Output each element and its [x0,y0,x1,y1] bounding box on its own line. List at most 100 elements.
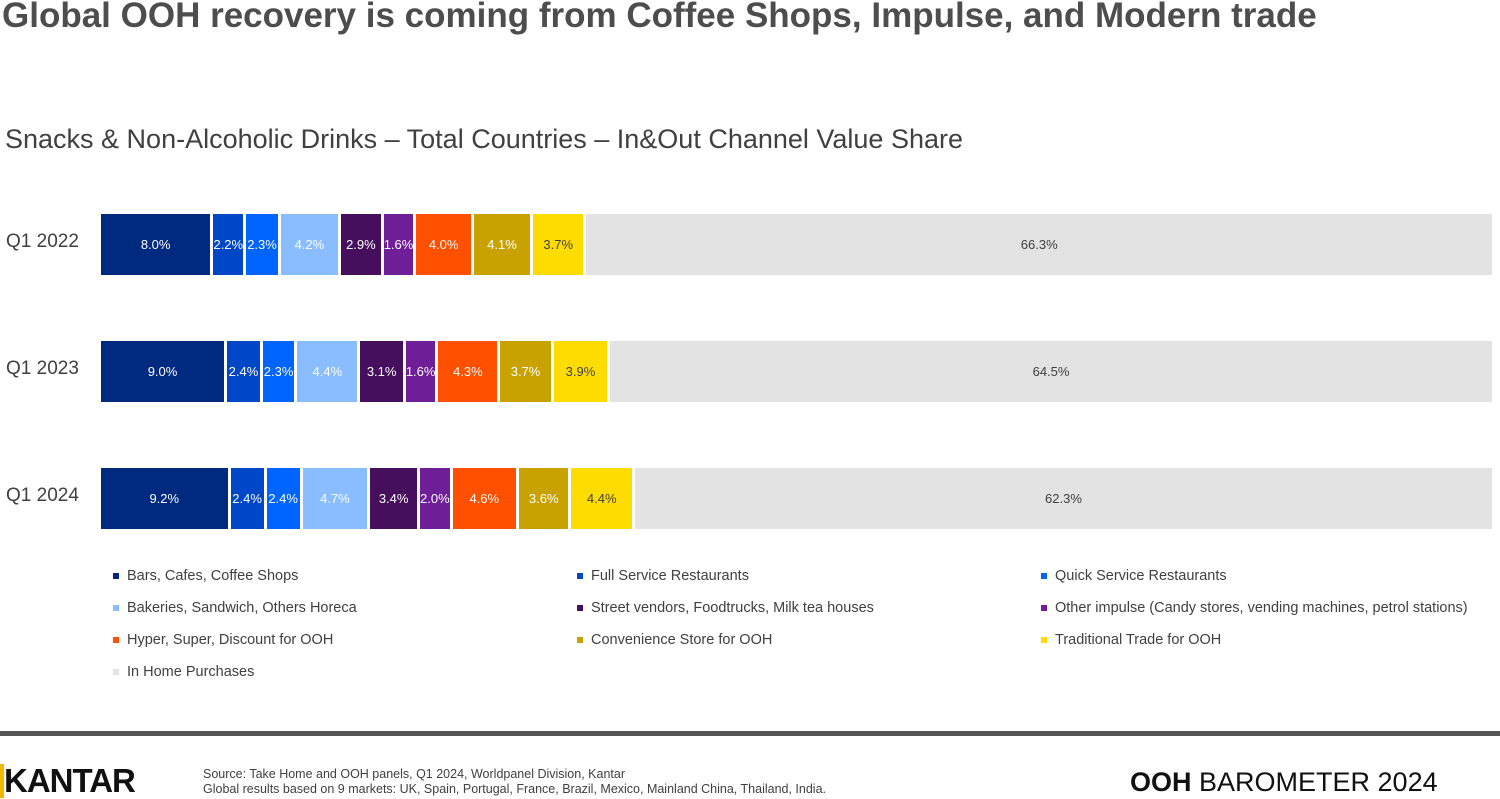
data-label: 1.6% [405,364,436,379]
bar-segment: 8.0% [101,214,214,275]
legend-swatch [113,573,119,579]
bar-segment: 1.6% [405,341,439,402]
bar-segment: 3.6% [518,468,572,529]
bar-segment: 4.7% [302,468,371,529]
legend-swatch [577,573,583,579]
legend-item: Full Service Restaurants [577,566,1041,586]
chart-title: Snacks & Non-Alcoholic Drinks – Total Co… [5,124,963,154]
data-label: 2.3% [263,364,294,379]
stacked-bar: 8.0% 2.2% 2.3% 4.2% 2.9% 1.6% 4.0% 4.1% 3.7% 66.3… [101,214,1492,275]
source-line-2: Global results based on 9 markets: UK, S… [203,782,826,796]
bar-segment: 4.0% [416,214,474,275]
data-label: 2.9% [346,237,376,252]
legend-item: Hyper, Super, Discount for OOH [113,630,577,650]
bar-segment: 3.7% [532,214,587,275]
legend-swatch [113,669,119,675]
data-label: 3.7% [543,237,574,252]
data-label: 4.2% [294,237,325,252]
data-label: 8.0% [140,237,171,252]
bar-segment: 2.0% [420,468,453,529]
bar-row: Q1 2023 9.0% 2.4% 2.3% 4.4% 3.1% 1.6% 4.3% 3.7% 3… [0,341,1500,402]
data-label: 4.0% [428,237,459,252]
legend-item: Bars, Cafes, Coffee Shops [113,566,577,586]
legend-item: Street vendors, Foodtrucks, Milk tea hou… [577,598,1041,618]
ooh-barometer-brand: OOH BAROMETER 2024 [1130,767,1438,798]
bar-segment: 3.4% [370,468,421,529]
page-title: Global OOH recovery is coming from Coffe… [2,0,1317,35]
bar-segment: 3.9% [553,341,611,402]
bar-segment: 3.1% [360,341,406,402]
data-label: 2.4% [232,491,262,506]
kantar-logo: KANTAR [0,764,136,798]
brand-bold: OOH [1130,767,1192,797]
stacked-bar: 9.2% 2.4% 2.4% 4.7% 3.4% 2.0% 4.6% 3.6% 4.4% 62.3… [101,468,1492,529]
bar-segment: 3.7% [500,341,554,402]
data-label: 2.2% [213,237,244,252]
stacked-bar: 9.0% 2.4% 2.3% 4.4% 3.1% 1.6% 4.3% 3.7% 3.9% 64.5… [101,341,1492,402]
data-label: 64.5% [1032,364,1070,379]
data-label: 3.1% [366,364,397,379]
legend-swatch [577,605,583,611]
bar-segment: 4.2% [280,214,342,275]
data-label: 2.4% [268,491,298,506]
source-line-1: Source: Take Home and OOH panels, Q1 202… [203,767,625,781]
legend-label: Street vendors, Foodtrucks, Milk tea hou… [591,600,874,616]
source-note: Source: Take Home and OOH panels, Q1 202… [203,767,826,797]
legend-label: Hyper, Super, Discount for OOH [127,632,334,648]
bar-segment: 4.4% [571,468,635,529]
bar-segment: 9.2% [101,468,231,529]
data-label: 3.9% [565,364,596,379]
bar-segment: 4.3% [438,341,501,402]
bar-segment: 4.1% [473,214,533,275]
data-label: 2.4% [228,364,259,379]
legend-item: Bakeries, Sandwich, Others Horeca [113,598,577,618]
data-label: 4.6% [469,491,500,506]
data-label: 3.6% [528,491,559,506]
data-label: 3.4% [378,491,409,506]
data-label: 4.7% [320,491,350,506]
data-label: 4.3% [453,364,483,379]
legend-swatch [1041,573,1047,579]
bar-segment: 62.3% [634,468,1492,529]
data-label: 4.4% [586,491,617,506]
data-label: 3.7% [510,364,541,379]
legend-label: Other impulse (Candy stores, vending mac… [1055,600,1468,616]
bar-segment: 4.6% [452,468,519,529]
data-label: 2.3% [247,237,277,252]
legend-swatch [113,637,119,643]
legend-label: Bakeries, Sandwich, Others Horeca [127,600,357,616]
legend-item: Convenience Store for OOH [577,630,1041,650]
legend-item: Traditional Trade for OOH [1041,630,1500,650]
legend-swatch [577,637,583,643]
data-label: 9.2% [149,491,180,506]
bar-segment: 1.6% [383,214,417,275]
legend-label: In Home Purchases [127,664,255,680]
legend: Bars, Cafes, Coffee Shops Full Service Re… [113,566,1500,682]
category-label: Q1 2022 [6,231,79,252]
data-label: 4.4% [312,364,343,379]
legend-swatch [113,605,119,611]
data-label: 9.0% [147,364,178,379]
legend-label: Bars, Cafes, Coffee Shops [127,568,299,584]
legend-item: Quick Service Restaurants [1041,566,1500,586]
legend-label: Traditional Trade for OOH [1055,632,1222,648]
data-label: 62.3% [1045,491,1082,506]
bar-segment: 2.4% [230,468,267,529]
bar-row: Q1 2022 8.0% 2.2% 2.3% 4.2% 2.9% 1.6% 4.0% 4.1% 3… [0,214,1500,275]
legend-item: In Home Purchases [113,662,577,682]
legend-swatch [1041,605,1047,611]
data-label: 4.1% [487,237,517,252]
bar-segment: 2.3% [262,341,298,402]
legend-item: Other impulse (Candy stores, vending mac… [1041,598,1500,618]
brand-rest: BAROMETER 2024 [1191,767,1438,797]
bar-segment: 2.3% [246,214,281,275]
bar-segment: 2.2% [213,214,247,275]
bar-segment: 64.5% [610,341,1492,402]
legend-label: Quick Service Restaurants [1055,568,1227,584]
data-label: 2.0% [420,491,450,506]
legend-label: Full Service Restaurants [591,568,749,584]
data-label: 66.3% [1020,237,1058,252]
category-label: Q1 2023 [6,358,79,379]
category-label: Q1 2024 [6,485,79,506]
bar-segment: 9.0% [101,341,228,402]
